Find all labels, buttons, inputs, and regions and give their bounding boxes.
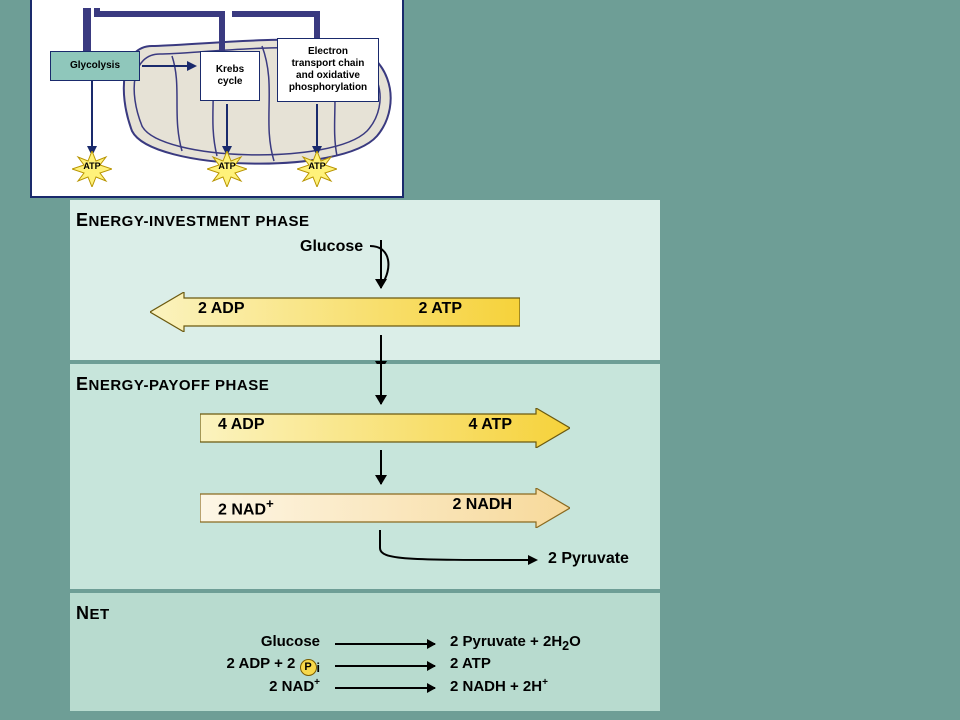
net-row1-right: 2 Pyruvate + 2H2O [450,633,581,653]
net-panel: NET Glucose 2 Pyruvate + 2H2O 2 ADP + 2 … [70,593,660,711]
phase-payoff-panel: ENERGY-PAYOFF PHASE 4 ADP 4 ATP [70,364,660,589]
net-row3-left: 2 NAD+ [200,677,320,695]
phase2-nadh-label: 2 NADH [452,496,512,514]
phase1-atp-label: 2 ATP [418,300,462,318]
net-title: NET [70,593,660,624]
phase2-arrow-atp: 4 ADP 4 ATP [200,408,570,448]
overview-glycolysis-box: Glycolysis [50,51,140,81]
phase2-4atp-label: 4 ATP [468,416,512,434]
phase2-nad-label: 2 NAD+ [218,496,274,519]
phase1-title: ENERGY-INVESTMENT PHASE [70,200,660,231]
net-arrow-2 [335,665,435,667]
atp-burst-1: ATP [72,151,112,187]
overview-etc-label: Electrontransport chainand oxidativephos… [289,46,367,94]
net-row1-left: Glucose [200,633,320,650]
curve-icon [370,240,410,290]
atp-burst-3: ATP [297,151,337,187]
atp-label: ATP [207,161,247,171]
phase1-adp-label: 2 ADP [198,300,245,318]
phase2-arrow-nadh: 2 NAD+ 2 NADH [200,488,570,528]
pyruvate-curve-icon [378,530,548,570]
overview-krebs-box: Krebscycle [200,51,260,101]
atp-burst-2: ATP [207,151,247,187]
phase2-4adp-label: 4 ADP [218,416,265,434]
phase-investment-panel: ENERGY-INVESTMENT PHASE Glucose 2 ADP 2 … [70,200,660,360]
net-row2-right: 2 ATP [450,655,491,672]
down-arrow-4 [380,450,382,484]
down-arrow-3 [380,364,382,404]
phase1-arrow: 2 ADP 2 ATP [150,292,520,332]
atp-label: ATP [297,161,337,171]
overview-glycolysis-label: Glycolysis [70,60,120,72]
net-arrow-1 [335,643,435,645]
atp-label: ATP [72,161,112,171]
overview-etc-box: Electrontransport chainand oxidativephos… [277,38,379,102]
glucose-label: Glucose [300,238,363,256]
net-arrow-3 [335,687,435,689]
pyruvate-label: 2 Pyruvate [548,550,629,568]
net-row2-left: 2 ADP + 2 Pi [180,655,320,676]
net-row3-right: 2 NADH + 2H+ [450,677,548,695]
overview-diagram: Glycolysis Krebscycle Electrontransport … [30,0,404,198]
overview-krebs-label: Krebscycle [216,64,244,88]
phase2-title: ENERGY-PAYOFF PHASE [70,364,660,395]
